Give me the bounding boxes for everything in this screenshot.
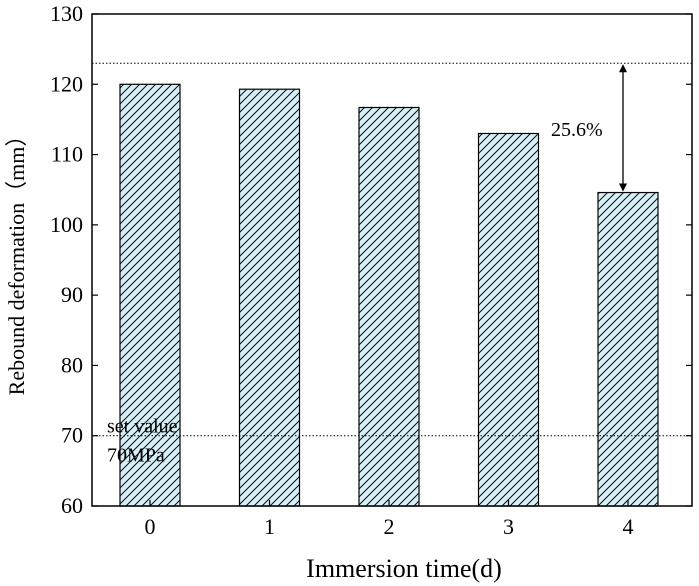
x-tick-label: 0	[145, 514, 156, 539]
bars-layer	[119, 83, 659, 507]
x-axis-ticks: 0 1 2 3 4	[145, 500, 634, 539]
y-tick-label: 70	[61, 423, 83, 448]
x-axis-title: Immersion time(d)	[306, 554, 502, 583]
y-tick-label: 90	[61, 282, 83, 307]
x-tick-label: 3	[503, 514, 514, 539]
plot-area-frame	[91, 13, 693, 507]
reference-lines: set value 70MPa	[92, 62, 692, 467]
y-axis-title: Rebound deformation（mm）	[4, 125, 29, 396]
difference-arrow-head-bottom	[619, 183, 627, 192]
set-value-unit-label: 70MPa	[107, 445, 165, 467]
x-tick-label: 4	[623, 514, 634, 539]
annotation-layer: 25.6%	[551, 64, 627, 192]
set-value-label: set value	[107, 416, 178, 438]
bar-1	[238, 88, 301, 507]
x-tick-label: 1	[264, 514, 275, 539]
y-tick-label: 80	[61, 352, 83, 377]
y-axis-ticks: 60 70 80 90 100 110 120 130	[50, 1, 692, 518]
bar-2	[358, 106, 420, 507]
difference-arrow-head-top	[619, 64, 627, 73]
y-tick-label: 100	[50, 212, 83, 237]
x-tick-label: 2	[384, 514, 395, 539]
bar-3	[477, 132, 540, 507]
y-tick-label: 60	[61, 493, 83, 518]
y-tick-label: 130	[50, 1, 83, 26]
bar-0	[119, 83, 181, 507]
y-tick-label: 110	[51, 142, 83, 167]
y-tick-label: 120	[50, 71, 83, 96]
difference-percent-label: 25.6%	[551, 119, 603, 141]
bar-4	[597, 191, 659, 507]
